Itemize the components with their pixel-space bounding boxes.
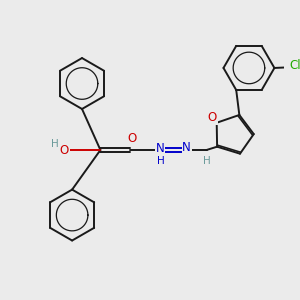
Text: N: N bbox=[182, 141, 191, 154]
Text: H: H bbox=[51, 139, 59, 149]
Text: N: N bbox=[156, 142, 165, 154]
Text: H: H bbox=[157, 156, 164, 166]
Text: O: O bbox=[128, 132, 137, 145]
Text: O: O bbox=[208, 111, 217, 124]
Text: O: O bbox=[60, 143, 69, 157]
Text: Cl: Cl bbox=[290, 59, 300, 73]
Text: H: H bbox=[203, 156, 211, 166]
